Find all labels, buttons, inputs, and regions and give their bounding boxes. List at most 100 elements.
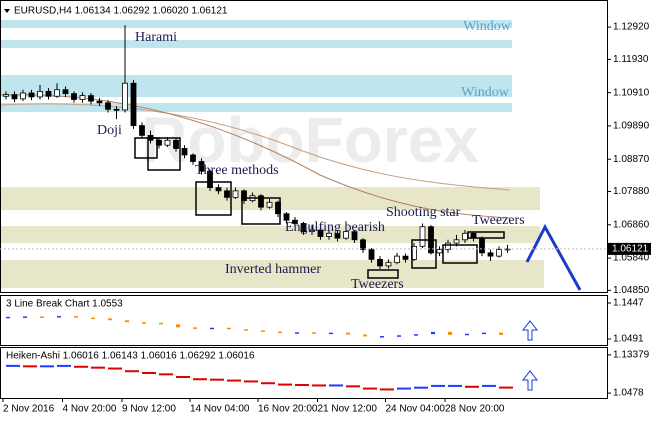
pattern-box <box>467 231 505 239</box>
pattern-box <box>442 244 478 264</box>
x-tick-label: 9 Nov 12:00 <box>122 404 176 415</box>
window-zone <box>0 40 512 48</box>
candle-body <box>402 255 409 260</box>
candle-body <box>462 232 468 241</box>
heiken-ashi-bar <box>159 373 173 376</box>
candle-body <box>394 255 400 264</box>
candle-body <box>343 231 349 239</box>
candle-body <box>3 94 9 97</box>
candle-body <box>453 239 460 244</box>
candle-body <box>173 139 179 149</box>
heiken-ashi-bar <box>176 376 190 379</box>
last-price-box <box>608 242 651 255</box>
y-tick-label: 1.0478 <box>613 388 644 399</box>
indicator-title: Heiken-Ashi 1.06016 1.06143 1.06016 1.06… <box>6 351 255 362</box>
candle-body <box>139 125 145 136</box>
candle-body <box>292 219 298 224</box>
panel-frame <box>0 295 608 346</box>
candle-body <box>122 82 128 111</box>
window-zone <box>0 75 512 97</box>
heiken-ashi-bar <box>227 379 241 382</box>
panel-frame <box>0 347 608 399</box>
candle-body <box>198 161 205 172</box>
line-break-block <box>482 332 486 335</box>
annotation: Harami <box>135 30 177 45</box>
heiken-ashi-bar <box>91 366 105 369</box>
candle-body <box>479 237 485 254</box>
line-break-block <box>397 335 401 337</box>
support-zone <box>0 260 544 288</box>
up-arrow <box>521 320 539 341</box>
candle-body <box>283 213 290 221</box>
line-break-block <box>74 316 78 318</box>
candle-body <box>266 201 273 208</box>
line-break-block <box>363 334 367 337</box>
line-break-block <box>210 327 214 330</box>
line-break-block <box>142 322 146 324</box>
annotation: Window <box>461 85 510 100</box>
line-break-block <box>431 331 435 335</box>
heiken-ashi-bar <box>108 367 122 370</box>
x-tick-label: 14 Nov 04:00 <box>190 404 250 415</box>
candle-body <box>241 190 247 202</box>
watermark: RoboForex <box>141 104 479 176</box>
x-tick-label: 2 Nov 2016 <box>3 404 55 415</box>
pattern-box <box>134 137 158 159</box>
annotation: Doji <box>97 123 122 138</box>
menu-arrow <box>4 9 10 13</box>
heiken-ashi-bar <box>210 378 224 381</box>
annotation: Three methods <box>195 163 279 178</box>
line-break-block <box>227 327 231 330</box>
heiken-ashi-bar <box>312 384 326 387</box>
pattern-box <box>367 269 399 279</box>
last-price-label: 1.06121 <box>612 244 649 255</box>
heiken-ashi-bar <box>380 388 394 391</box>
up-arrow <box>521 370 539 391</box>
x-tick-label: 24 Nov 04:00 <box>386 404 446 415</box>
candle-body <box>351 231 358 241</box>
candle-body <box>215 187 222 192</box>
window-zone <box>0 20 512 28</box>
candle-body <box>130 82 137 127</box>
line-break-block <box>278 331 282 334</box>
candle-body <box>334 232 341 239</box>
line-break-block <box>499 332 503 335</box>
heiken-ashi-bar <box>74 365 88 368</box>
line-break-block <box>40 316 44 318</box>
heiken-ashi-bar <box>329 384 343 387</box>
line-break-block <box>261 330 265 332</box>
y-tick-label: 1.06860 <box>613 219 650 230</box>
heiken-ashi-bar <box>482 384 496 387</box>
candle-body <box>385 262 392 267</box>
candle-body <box>45 90 52 97</box>
line-break-block <box>159 322 163 325</box>
heiken-ashi-bar <box>57 364 71 367</box>
candle-body <box>11 94 18 100</box>
y-tick-label: 1.08870 <box>613 154 650 165</box>
candle-body <box>96 100 103 104</box>
panel-frame <box>0 0 608 293</box>
moving-average <box>0 94 511 219</box>
y-tick-label: 1.09890 <box>613 121 650 132</box>
forecast-arrow <box>525 223 582 291</box>
candle-body <box>232 190 239 198</box>
candle-body <box>37 90 43 98</box>
candle-body <box>487 252 494 257</box>
y-tick-label: 1.07880 <box>613 186 650 197</box>
moving-average <box>0 103 511 191</box>
heiken-ashi-bar <box>431 384 445 387</box>
candle-body <box>28 92 35 98</box>
candle-body <box>71 93 77 100</box>
line-break-block <box>414 334 418 336</box>
line-break-block <box>465 333 469 336</box>
x-tick-label: 4 Nov 20:00 <box>63 404 117 415</box>
candle-body <box>181 148 188 156</box>
candle-body <box>20 92 26 100</box>
candle-body <box>113 108 120 111</box>
heiken-ashi-bar <box>40 365 54 368</box>
indicator-title: 3 Line Break Chart 1.0553 <box>6 299 123 310</box>
annotation: Shooting star <box>386 205 461 220</box>
pattern-box <box>147 137 181 171</box>
